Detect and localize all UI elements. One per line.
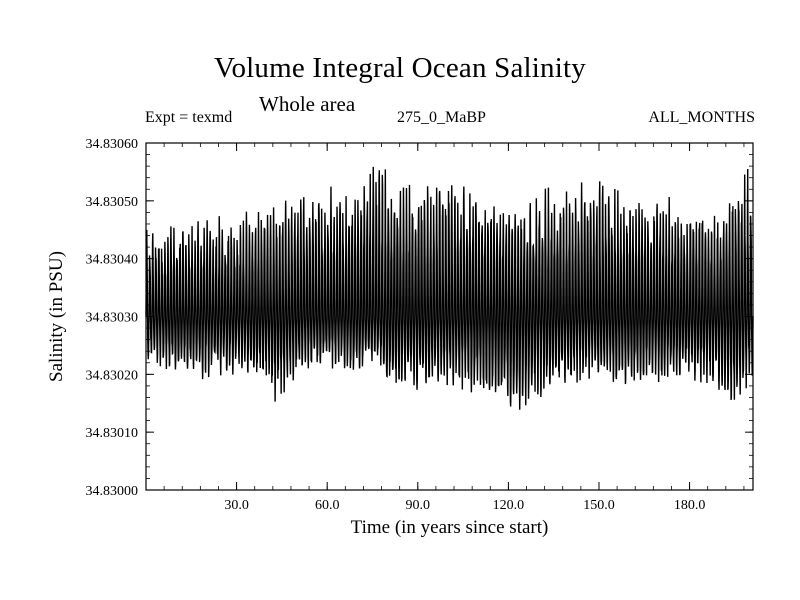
x-tick-label: 60.0 (315, 498, 340, 513)
x-tick-label: 90.0 (406, 498, 431, 513)
salinity-series-line (145, 166, 754, 410)
x-tick-label: 120.0 (493, 498, 525, 513)
y-tick-label: 34.83030 (86, 311, 139, 326)
experiment-label: Expt = texmd (145, 109, 233, 126)
period-label: 275_0_MaBP (397, 109, 486, 126)
x-tick-label: 30.0 (224, 498, 249, 513)
months-label: ALL_MONTHS (648, 109, 755, 126)
tick-group: 34.83000 34.83010 34.83020 34.83030 34.83040… (86, 137, 753, 513)
x-axis-label: Time (in years since start) (351, 517, 549, 538)
y-tick-label: 34.83010 (86, 426, 139, 441)
x-tick-label: 150.0 (583, 498, 615, 513)
chart-title: Volume Integral Ocean Salinity (214, 52, 586, 84)
x-tick-label: 180.0 (674, 498, 706, 513)
series-trace-group (145, 166, 754, 410)
y-tick-label: 34.83020 (86, 368, 139, 383)
y-tick-label: 34.83000 (86, 484, 139, 499)
chart-subtitle: Whole area (259, 92, 356, 116)
y-tick-label: 34.83040 (86, 253, 139, 268)
y-axis-label: Salinity (in PSU) (46, 251, 67, 382)
y-tick-label: 34.83060 (86, 137, 139, 152)
y-tick-label: 34.83050 (86, 195, 139, 210)
